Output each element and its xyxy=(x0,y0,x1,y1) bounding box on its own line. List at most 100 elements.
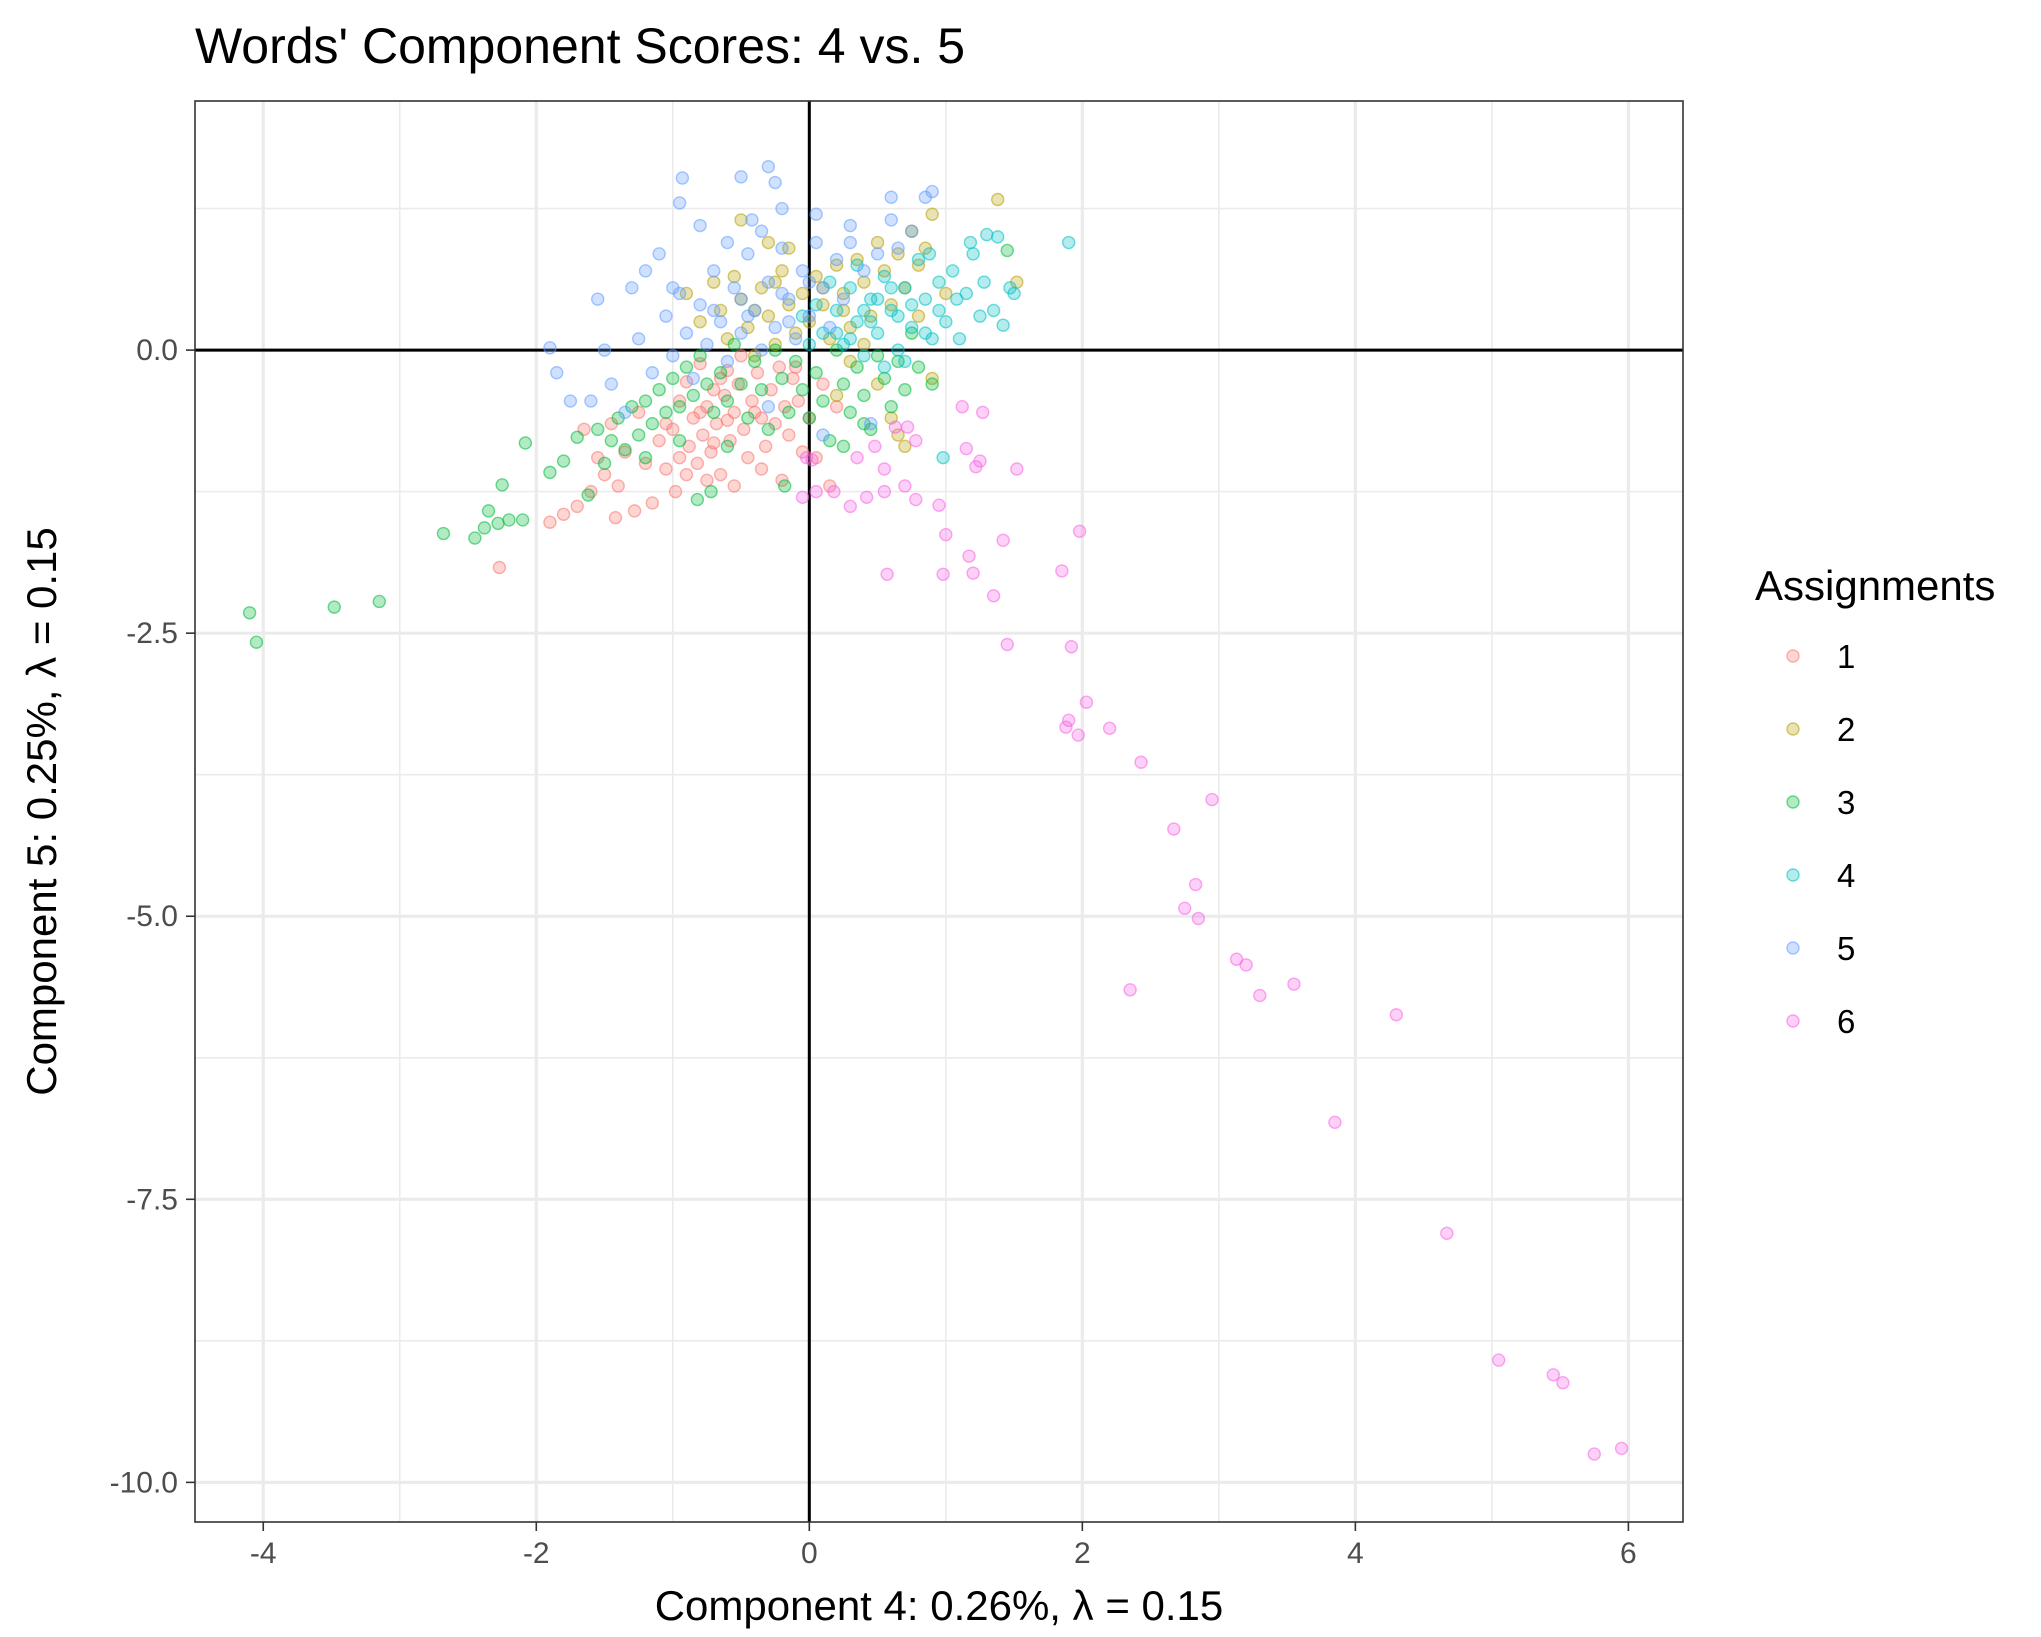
data-point xyxy=(693,218,707,233)
data-point xyxy=(734,326,748,340)
data-point xyxy=(829,400,844,414)
data-point xyxy=(584,394,598,408)
data-point xyxy=(786,371,800,386)
data-point xyxy=(1614,1441,1629,1456)
legend-label: 2 xyxy=(1837,711,1855,748)
data-point xyxy=(750,366,765,380)
data-point xyxy=(679,360,694,374)
data-point xyxy=(1205,792,1219,807)
data-point xyxy=(597,467,612,482)
data-point xyxy=(1178,901,1192,916)
data-point xyxy=(477,521,492,535)
data-point xyxy=(977,275,991,289)
data-point xyxy=(707,436,721,450)
series-6 xyxy=(795,400,1629,1461)
data-point xyxy=(713,467,728,482)
data-point xyxy=(327,600,341,614)
series-4 xyxy=(795,227,1076,465)
data-point xyxy=(857,349,871,363)
data-point xyxy=(809,484,823,499)
data-point xyxy=(816,394,830,408)
data-point xyxy=(775,201,789,216)
data-point xyxy=(491,516,505,531)
data-point xyxy=(768,320,782,335)
data-point xyxy=(857,416,871,431)
data-point xyxy=(991,230,1005,244)
data-point xyxy=(991,192,1005,207)
data-point xyxy=(816,298,830,312)
data-point xyxy=(604,433,619,448)
data-point xyxy=(836,439,851,454)
data-point xyxy=(745,394,759,408)
data-point xyxy=(1010,462,1024,476)
data-point xyxy=(627,504,642,518)
data-point xyxy=(843,405,857,420)
data-point xyxy=(741,450,755,465)
data-point xyxy=(936,450,950,465)
data-point xyxy=(693,298,707,312)
data-point xyxy=(1000,637,1014,652)
data-point xyxy=(904,320,919,335)
data-point xyxy=(1191,911,1206,926)
data-point xyxy=(877,462,892,476)
data-point xyxy=(672,400,687,414)
data-point xyxy=(625,281,639,295)
data-point xyxy=(652,383,666,397)
data-point xyxy=(932,498,946,512)
data-point xyxy=(857,303,871,318)
data-point xyxy=(980,227,994,242)
data-point xyxy=(775,286,789,301)
data-point xyxy=(795,383,810,397)
x-tick-label: 6 xyxy=(1620,1537,1637,1570)
data-point xyxy=(1071,728,1085,742)
data-point xyxy=(495,478,509,492)
legend-label: 3 xyxy=(1837,784,1855,821)
data-point xyxy=(768,175,782,190)
data-points xyxy=(242,159,1629,1461)
y-tick-label: -7.5 xyxy=(126,1183,178,1216)
data-point xyxy=(543,465,557,480)
data-point xyxy=(939,315,953,329)
data-point xyxy=(550,366,564,380)
data-point xyxy=(775,264,789,278)
data-point xyxy=(768,275,782,289)
legend-items: 1 2 3 4 5 6 xyxy=(1786,638,1855,1040)
legend-item-2: 2 xyxy=(1786,711,1855,748)
data-point xyxy=(891,309,905,323)
data-point xyxy=(700,337,714,352)
data-point xyxy=(1440,1226,1454,1240)
data-point xyxy=(918,326,933,340)
data-point xyxy=(679,286,694,301)
data-point xyxy=(720,354,735,369)
data-point xyxy=(816,428,830,442)
legend-key xyxy=(1786,795,1800,809)
data-point xyxy=(962,549,976,563)
data-point xyxy=(952,332,967,346)
data-point xyxy=(1587,1447,1601,1461)
data-point xyxy=(1253,988,1267,1003)
data-point xyxy=(1287,977,1301,991)
data-point xyxy=(898,479,912,493)
data-point xyxy=(868,439,882,454)
data-point xyxy=(829,252,844,267)
data-point xyxy=(675,171,690,185)
data-point xyxy=(734,377,748,391)
data-point xyxy=(754,343,769,357)
data-point xyxy=(249,635,264,649)
data-point xyxy=(604,377,619,391)
data-point xyxy=(843,218,857,233)
data-point xyxy=(857,337,871,352)
data-point xyxy=(911,360,926,374)
data-point xyxy=(911,252,926,267)
x-tick-label: -4 xyxy=(250,1537,277,1570)
data-point xyxy=(515,513,530,527)
x-axis: -4 -2 0 2 4 6 xyxy=(250,1522,1637,1570)
data-point xyxy=(809,235,823,250)
data-point xyxy=(591,422,605,437)
data-point xyxy=(761,422,776,437)
data-point xyxy=(754,462,769,476)
data-point xyxy=(823,320,837,335)
data-point xyxy=(775,241,789,255)
data-point xyxy=(618,405,632,420)
